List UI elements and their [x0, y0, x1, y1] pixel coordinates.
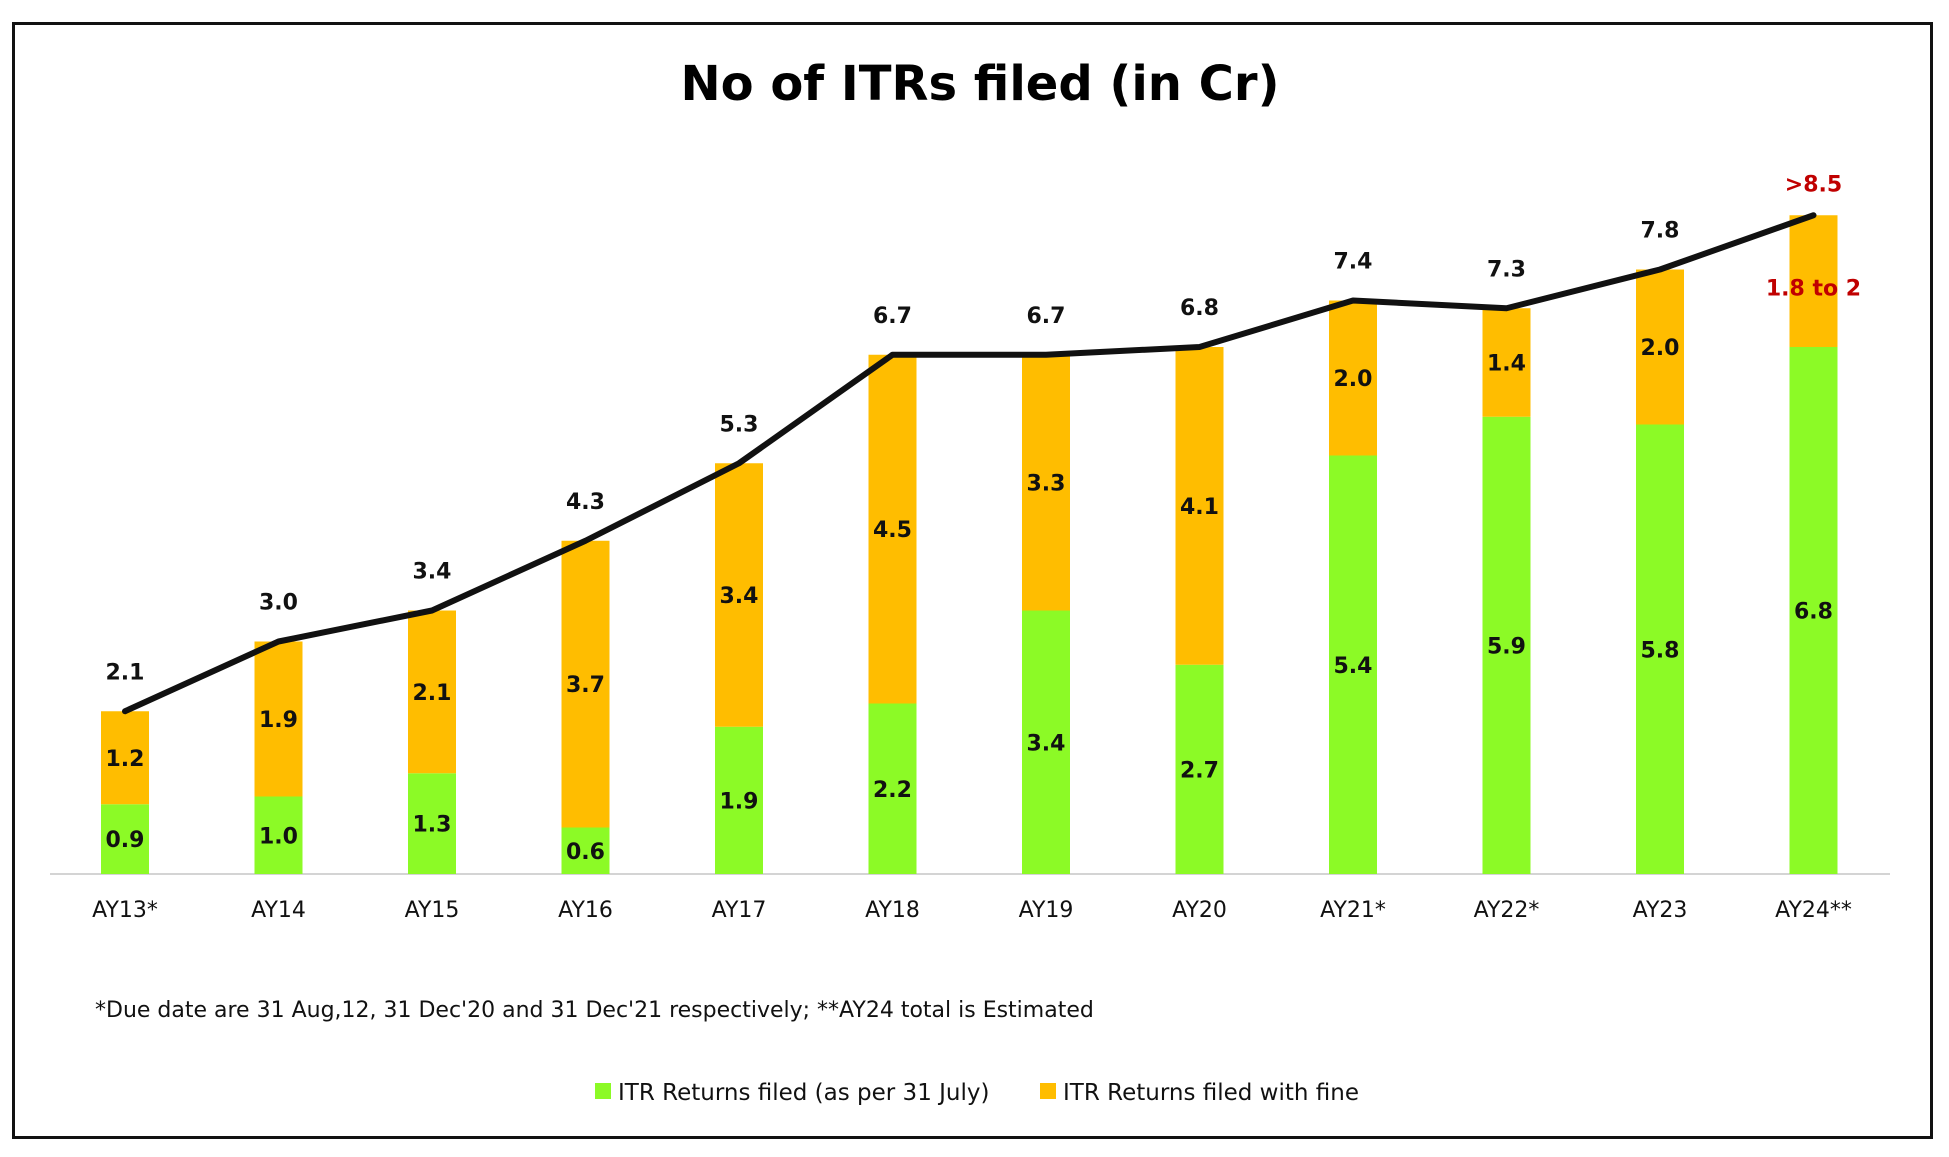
data-label-on-time: 5.8 [1641, 638, 1680, 663]
bar-with-fine [868, 354, 917, 704]
data-label-with-fine: 2.1 [413, 681, 452, 706]
labels-layer: 0.9 1.2 2.1 1.0 1.9 3.0 1.3 2.1 3.4 0.6 3.7 4.3 1.9 3… [106, 172, 1862, 865]
data-label-with-fine: 4.1 [1180, 495, 1219, 520]
total-line [122, 212, 1817, 715]
x-tick-labels: AY13* AY14 AY15 AY16 AY17 AY18 AY19 AY20 AY21* AY… [92, 898, 1852, 923]
bar-with-fine [1329, 300, 1377, 456]
data-label-with-fine: 1.8 to 2 [1766, 276, 1861, 301]
chart-title: No of ITRs filed (in Cr) [680, 56, 1279, 112]
data-label-total: 3.4 [413, 560, 452, 585]
data-label-with-fine: 3.7 [566, 673, 605, 698]
data-label-total: 7.8 [1641, 219, 1680, 244]
bar-with-fine [1482, 308, 1531, 417]
data-label-on-time: 1.3 [413, 813, 452, 838]
data-label-with-fine: 3.3 [1027, 472, 1066, 497]
bar-with-fine [1175, 347, 1224, 665]
legend: ITR Returns filed (as per 31 July) ITR R… [595, 1080, 1359, 1106]
x-tick-label: AY15 [405, 898, 460, 923]
data-label-total: 3.0 [259, 591, 298, 616]
data-label-on-time: 5.4 [1334, 654, 1373, 679]
data-label-with-fine: 2.0 [1641, 336, 1680, 361]
data-label-on-time: 0.6 [566, 840, 605, 865]
bar-with-fine [1789, 215, 1838, 347]
data-label-with-fine: 2.0 [1334, 367, 1373, 392]
data-label-on-time: 2.7 [1180, 758, 1219, 783]
data-label-total: 4.3 [566, 490, 605, 515]
chart-frame [12, 22, 1933, 1139]
data-label-total: 6.7 [873, 304, 912, 329]
bar-on-time [1789, 347, 1838, 874]
x-tick-label: AY18 [865, 898, 920, 923]
total-line-layer [122, 212, 1817, 715]
bars-layer [101, 215, 1838, 874]
x-tick-label: AY13* [92, 898, 158, 923]
bar-on-time [1022, 610, 1070, 874]
bar-on-time [1175, 664, 1224, 874]
x-tick-label: AY24** [1775, 898, 1852, 923]
bar-on-time [254, 796, 303, 874]
bar-on-time [561, 827, 610, 874]
bar-on-time [715, 726, 763, 874]
x-tick-label: AY22* [1474, 898, 1540, 923]
bar-on-time [408, 773, 456, 874]
data-label-with-fine: 1.4 [1487, 352, 1526, 377]
data-label-on-time: 6.8 [1794, 600, 1833, 625]
x-tick-label: AY17 [712, 898, 767, 923]
bar-with-fine [254, 641, 303, 797]
data-label-total: 7.3 [1487, 257, 1526, 282]
data-label-on-time: 0.9 [106, 828, 145, 853]
bar-on-time [1329, 455, 1377, 874]
data-label-with-fine: 1.2 [106, 747, 145, 772]
bar-with-fine [715, 463, 763, 727]
x-tick-label: AY20 [1172, 898, 1227, 923]
bar-on-time [868, 703, 917, 874]
bar-on-time [1636, 424, 1684, 874]
legend-swatch-on-time [595, 1083, 611, 1099]
bar-on-time [101, 804, 149, 874]
data-label-on-time: 3.4 [1027, 731, 1066, 756]
data-label-with-fine: 1.9 [259, 708, 298, 733]
data-label-total: 5.3 [720, 412, 759, 437]
bar-on-time [1482, 416, 1531, 874]
bar-with-fine [1636, 269, 1684, 425]
bar-with-fine [561, 540, 610, 828]
data-label-with-fine: 4.5 [873, 518, 912, 543]
data-label-on-time: 1.9 [720, 789, 759, 814]
x-tick-label: AY21* [1320, 898, 1386, 923]
bar-with-fine [1022, 354, 1070, 611]
data-label-on-time: 1.0 [259, 824, 298, 849]
x-tick-label: AY14 [251, 898, 306, 923]
footnote: *Due date are 31 Aug,12, 31 Dec'20 and 3… [95, 998, 1094, 1023]
data-label-total: 2.1 [106, 660, 145, 685]
data-label-with-fine: 3.4 [720, 584, 759, 609]
data-label-on-time: 5.9 [1487, 634, 1526, 659]
x-tick-label: AY16 [558, 898, 613, 923]
bar-with-fine [408, 610, 456, 774]
x-tick-label: AY23 [1633, 898, 1688, 923]
x-tick-label: AY19 [1019, 898, 1074, 923]
data-label-total: 7.4 [1334, 250, 1373, 275]
data-label-total: 6.8 [1180, 296, 1219, 321]
data-label-total: 6.7 [1027, 304, 1066, 329]
legend-swatch-with-fine [1040, 1083, 1056, 1099]
data-label-on-time: 2.2 [873, 778, 912, 803]
bar-with-fine [101, 711, 149, 805]
legend-label-on-time: ITR Returns filed (as per 31 July) [618, 1080, 989, 1106]
legend-label-with-fine: ITR Returns filed with fine [1063, 1080, 1359, 1106]
data-label-total: >8.5 [1785, 172, 1842, 197]
